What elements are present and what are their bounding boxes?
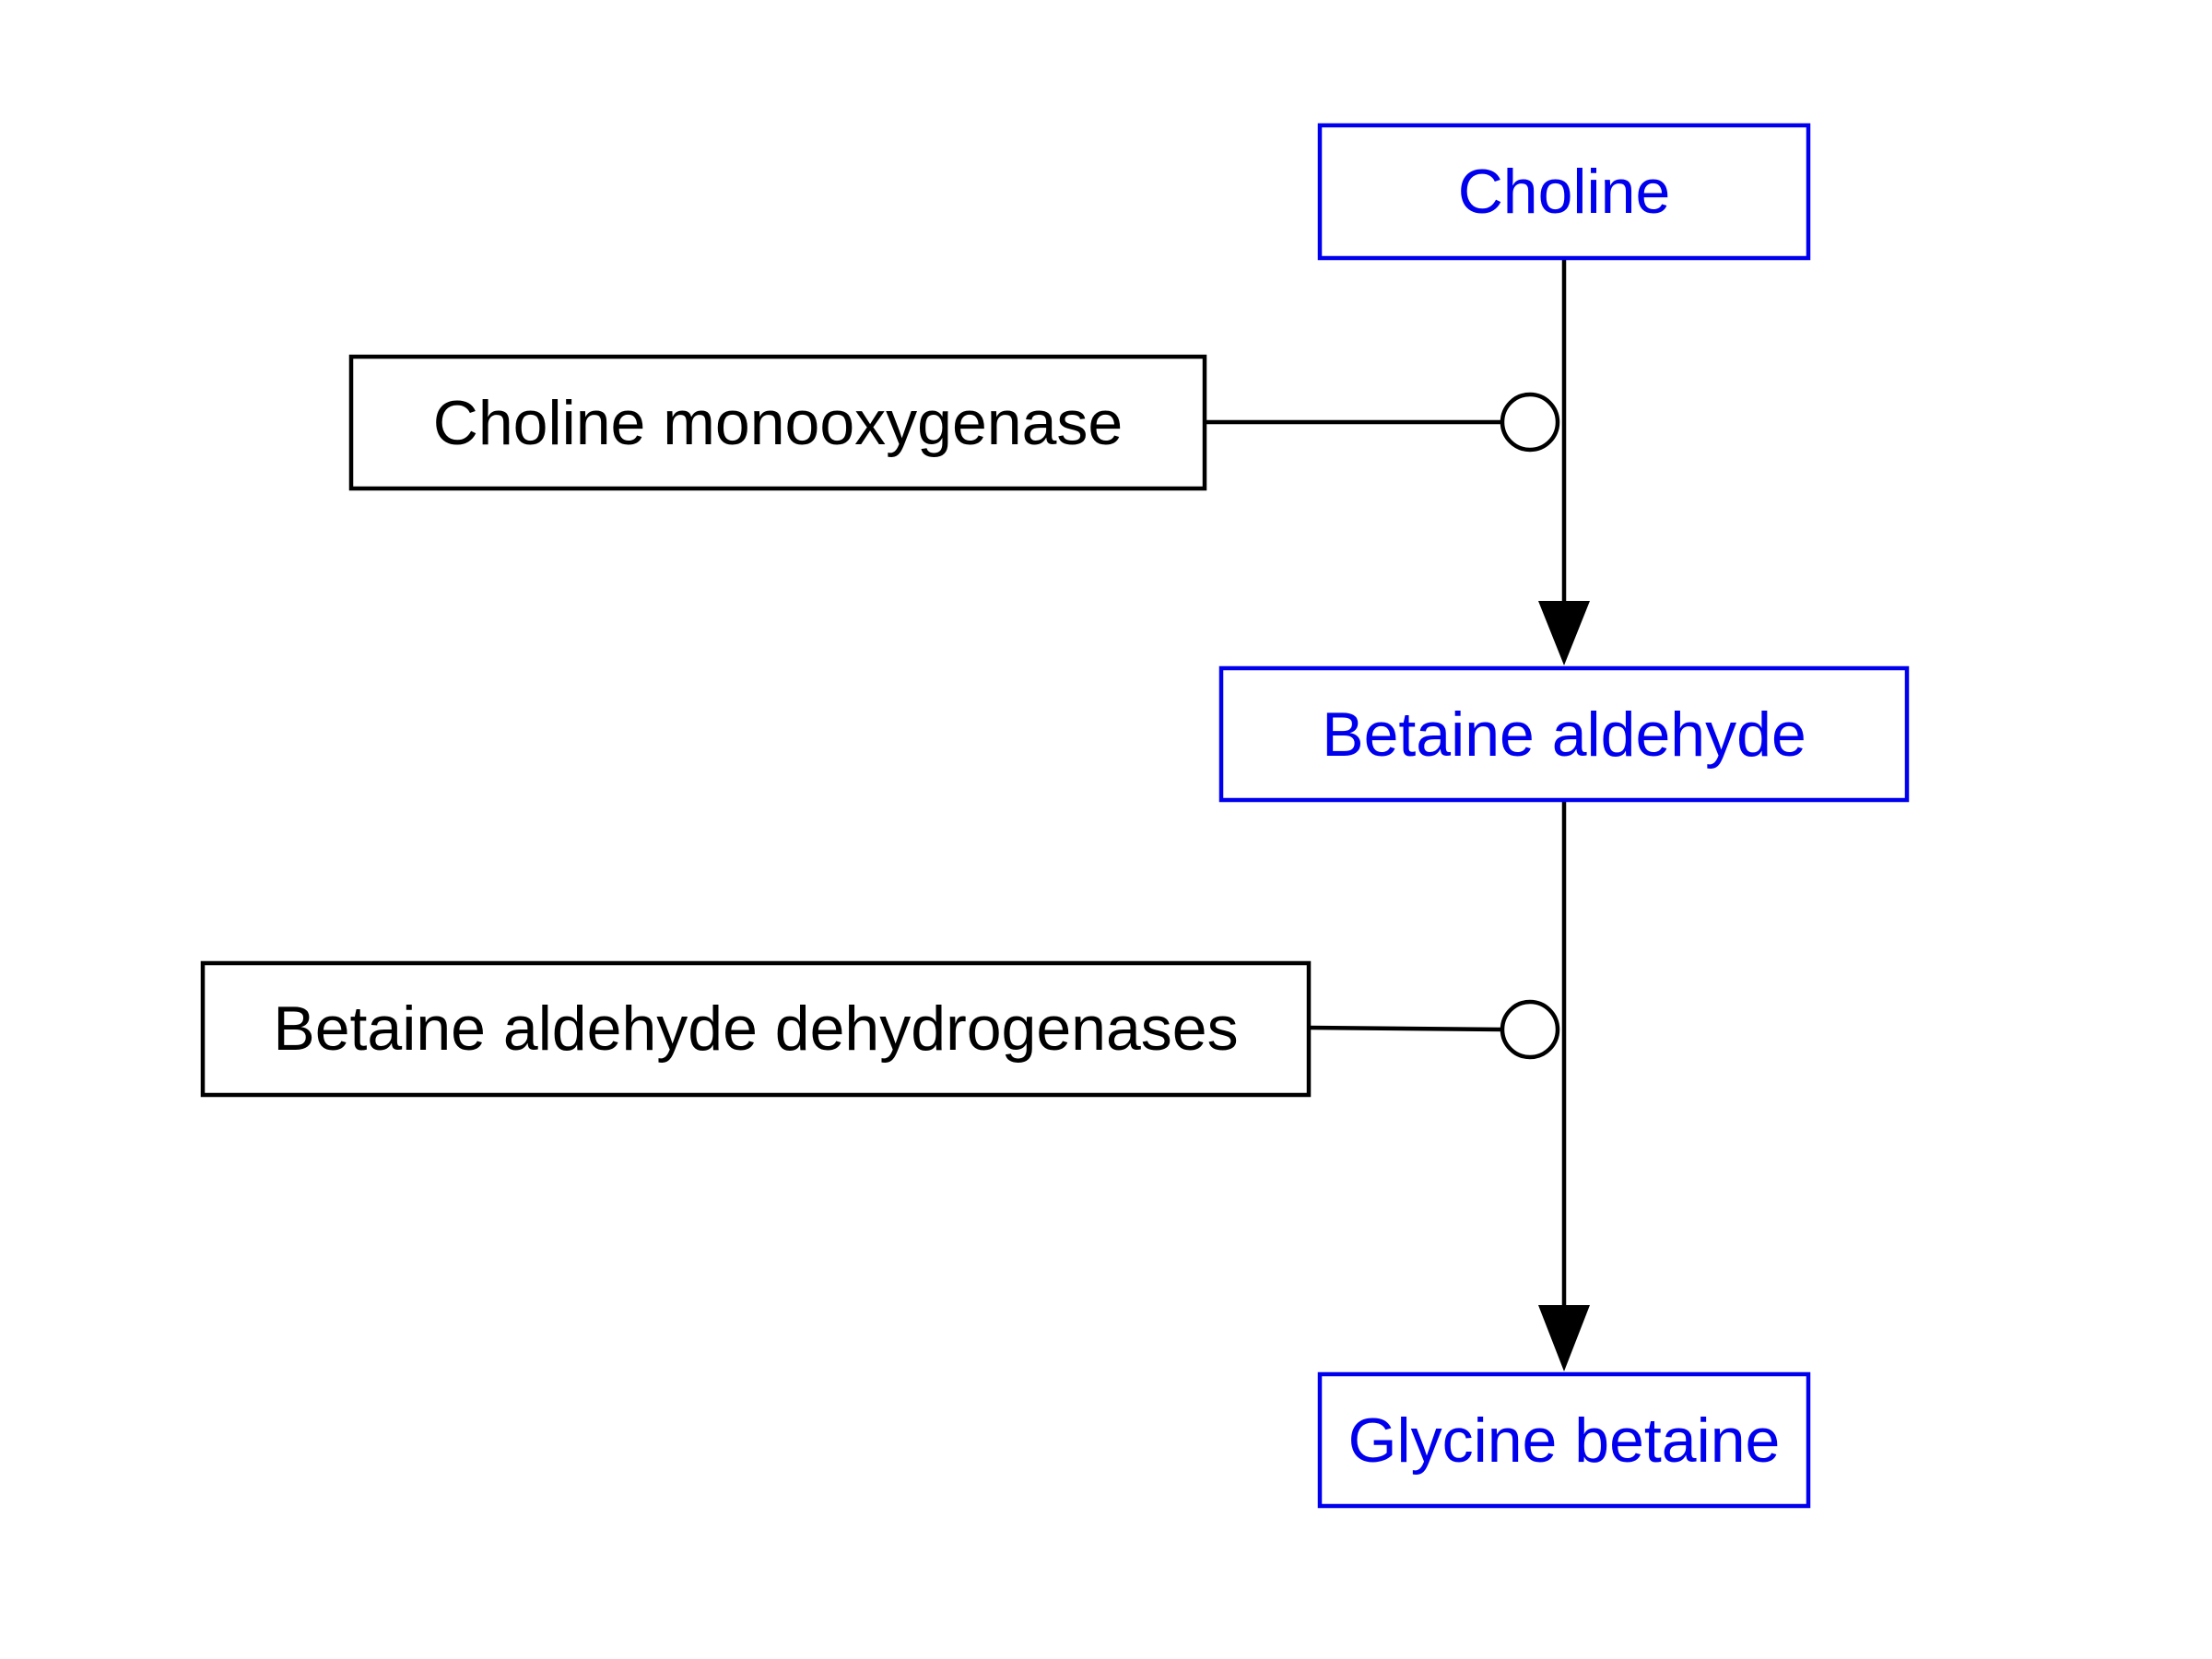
catalysis-link-2	[1308, 1025, 1503, 1032]
arrow-head-1	[1538, 601, 1590, 665]
metabolite-betaine-aldehyde[interactable]: Betaine aldehyde	[1218, 665, 1910, 803]
catalysis-circle-1	[1500, 392, 1560, 453]
betaine-aldehyde-dehydrogenases-box	[200, 960, 1312, 1098]
choline-monooxygenase-box	[348, 354, 1207, 491]
choline-monooxygenase-label: Choline monooxygenase	[433, 388, 1124, 458]
betaine-aldehyde-dehydrogenases-label: Betaine aldehyde dehydrogenases	[273, 994, 1238, 1064]
enzyme-choline-monooxygenase[interactable]: Choline monooxygenase	[348, 354, 1207, 491]
metabolite-choline[interactable]: Choline	[1317, 123, 1811, 261]
choline-label: Choline	[1458, 157, 1671, 227]
metabolite-glycine-betaine[interactable]: Glycine betaine	[1317, 1371, 1811, 1509]
enzyme-betaine-aldehyde-dehydrogenases[interactable]: Betaine aldehyde dehydrogenases	[200, 960, 1312, 1098]
choline-box	[1317, 123, 1811, 261]
glycine-betaine-label: Glycine betaine	[1348, 1406, 1781, 1476]
catalysis-circle-2	[1500, 999, 1560, 1060]
glycine-betaine-box	[1317, 1371, 1811, 1509]
betaine-aldehyde-box	[1218, 665, 1910, 803]
betaine-aldehyde-label: Betaine aldehyde	[1322, 700, 1806, 770]
arrow-head-2	[1538, 1305, 1590, 1371]
